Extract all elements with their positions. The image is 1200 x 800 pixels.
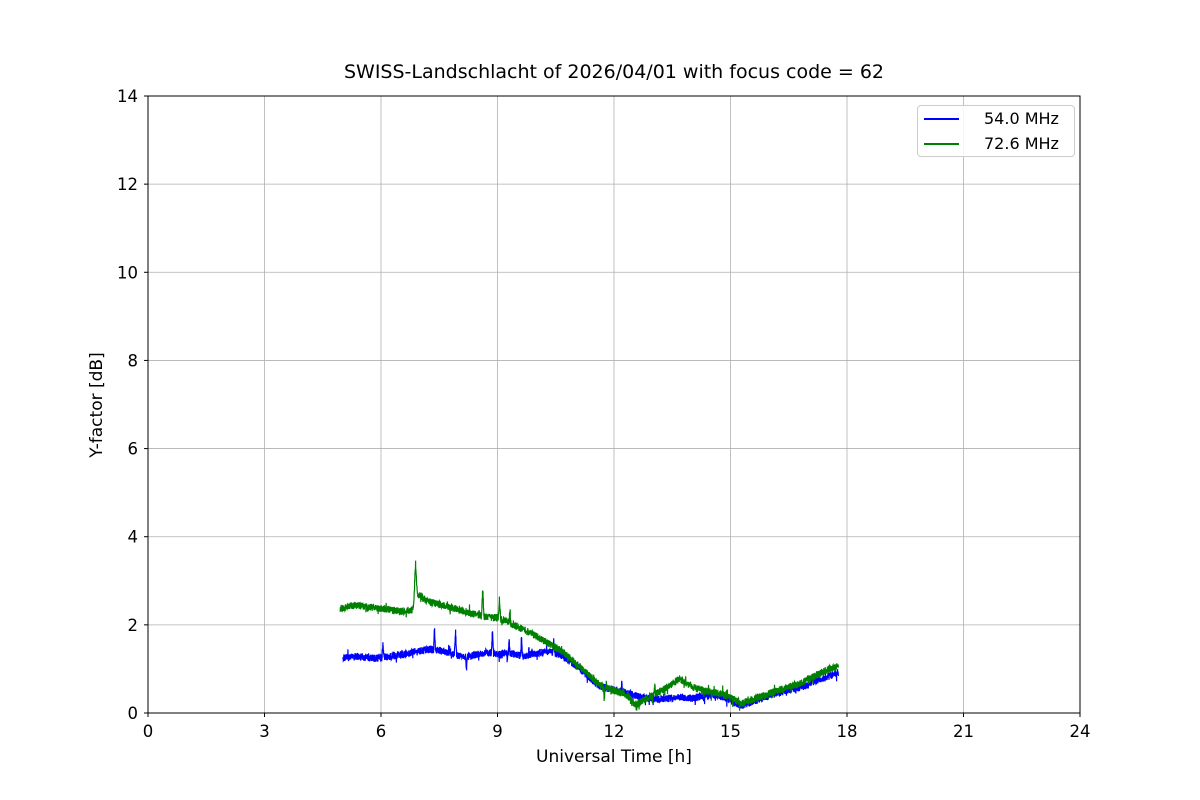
y-tick-label: 6 — [128, 440, 139, 459]
y-tick-label: 2 — [128, 616, 139, 635]
legend-label: 54.0 MHz — [984, 109, 1059, 128]
x-axis-label: Universal Time [h] — [536, 747, 692, 767]
x-tick-label: 15 — [720, 722, 741, 741]
x-tick-label: 24 — [1070, 722, 1091, 741]
x-tick-label: 12 — [604, 722, 625, 741]
legend-item: 54.0 MHz — [918, 106, 1074, 131]
y-tick-label: 14 — [117, 87, 138, 106]
y-axis-label: Y-factor [dB] — [87, 352, 107, 458]
y-tick-label: 8 — [128, 351, 139, 370]
legend-line-swatch-blue — [924, 117, 959, 120]
y-tick-label: 12 — [117, 175, 138, 194]
legend-label: 72.6 MHz — [984, 134, 1059, 153]
legend-item: 72.6 MHz — [918, 131, 1074, 156]
x-tick-label: 6 — [376, 722, 387, 741]
x-tick-label: 0 — [143, 722, 154, 741]
legend-line-swatch-green — [924, 142, 959, 145]
legend: 54.0 MHz 72.6 MHz — [917, 105, 1075, 157]
y-tick-label: 0 — [128, 704, 139, 723]
x-tick-label: 18 — [837, 722, 858, 741]
y-tick-label: 10 — [117, 263, 138, 282]
y-tick-label: 4 — [128, 528, 139, 547]
x-tick-label: 3 — [259, 722, 270, 741]
x-tick-label: 21 — [953, 722, 974, 741]
x-tick-label: 9 — [492, 722, 503, 741]
series-line-72.6-MHz — [339, 560, 839, 711]
chart-title: SWISS-Landschlacht of 2026/04/01 with fo… — [343, 61, 885, 83]
